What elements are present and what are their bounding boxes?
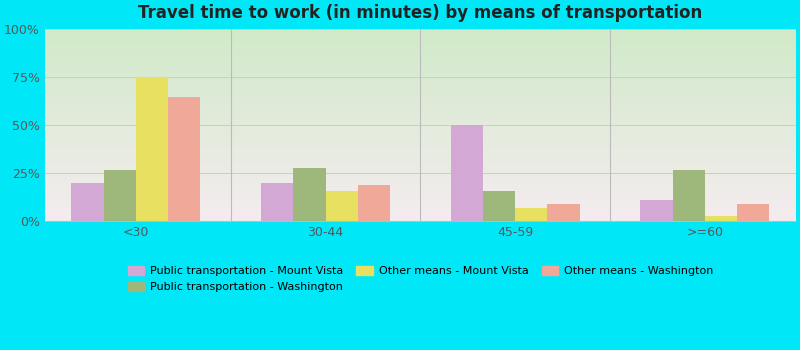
Bar bbox=[483, 191, 515, 222]
Bar bbox=[640, 200, 673, 222]
Bar bbox=[547, 204, 580, 222]
Bar bbox=[737, 204, 770, 222]
Bar bbox=[705, 216, 737, 222]
Bar bbox=[294, 168, 326, 222]
Legend: Public transportation - Mount Vista, Public transportation - Washington, Other m: Public transportation - Mount Vista, Pub… bbox=[123, 261, 718, 297]
Bar bbox=[358, 185, 390, 222]
Bar bbox=[515, 208, 547, 222]
Bar bbox=[71, 183, 104, 222]
Title: Travel time to work (in minutes) by means of transportation: Travel time to work (in minutes) by mean… bbox=[138, 4, 702, 22]
Bar bbox=[104, 169, 136, 222]
Bar bbox=[450, 125, 483, 222]
Bar bbox=[168, 97, 200, 222]
Bar bbox=[673, 169, 705, 222]
Bar bbox=[136, 77, 168, 222]
Bar bbox=[326, 191, 358, 222]
Bar bbox=[261, 183, 294, 222]
